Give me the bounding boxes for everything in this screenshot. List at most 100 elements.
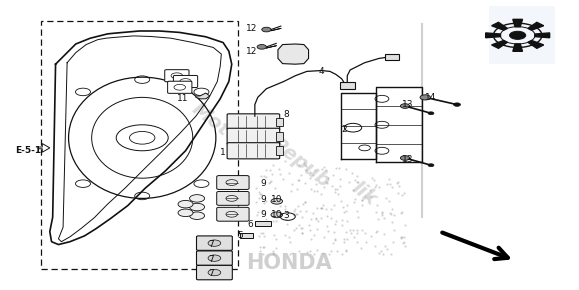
Text: Repub: Repub [268,134,334,191]
Circle shape [257,45,266,49]
Point [395,218,405,222]
Point [288,198,298,203]
Point [375,214,384,218]
Circle shape [262,27,271,32]
Bar [276,132,283,141]
Point [397,178,406,183]
Point [287,244,296,248]
Text: 7: 7 [208,269,214,278]
Point [394,182,404,187]
Point [263,233,272,237]
Point [312,215,321,220]
Point [261,239,270,243]
Circle shape [208,255,221,261]
Circle shape [208,269,221,276]
Bar [385,54,400,60]
Point [281,156,290,160]
Text: 1: 1 [220,148,226,157]
FancyBboxPatch shape [196,251,232,265]
Point [268,213,277,218]
Point [376,196,385,201]
Text: 7: 7 [208,240,214,249]
Point [322,237,331,242]
Point [287,187,296,191]
Circle shape [510,31,526,39]
Point [255,159,265,164]
Point [390,234,399,239]
Point [302,162,312,166]
Text: 9: 9 [261,195,266,204]
Point [270,246,280,251]
Circle shape [401,156,410,160]
Point [256,213,265,218]
Point [383,218,392,222]
Point [291,163,300,167]
Point [271,248,280,253]
Text: 5: 5 [237,231,243,240]
Point [353,213,362,217]
Point [258,242,267,246]
Polygon shape [278,44,309,64]
Point [329,215,339,220]
Text: 10: 10 [271,195,283,204]
Point [356,205,365,210]
Point [257,220,266,225]
FancyBboxPatch shape [165,70,189,82]
Point [360,213,369,217]
Text: 9: 9 [261,210,266,219]
Point [357,175,367,180]
Point [378,191,387,195]
Point [312,190,321,195]
FancyBboxPatch shape [227,114,280,130]
Point [393,184,402,188]
Point [318,167,328,172]
Point [309,240,318,244]
Point [332,235,341,240]
Point [378,191,387,196]
Text: 9: 9 [261,180,266,188]
Point [259,194,269,199]
Point [298,249,307,254]
Point [265,238,274,243]
Point [264,152,273,157]
Point [310,227,319,232]
Point [292,194,302,199]
FancyBboxPatch shape [168,81,192,93]
Point [308,235,317,239]
Point [290,194,299,199]
Point [361,177,370,182]
Point [270,160,280,165]
Point [250,182,259,187]
Polygon shape [486,33,500,38]
Point [299,191,308,195]
Point [295,217,305,222]
Point [372,192,382,197]
Point [351,224,360,229]
Point [300,240,309,244]
Point [372,220,381,224]
Text: 12: 12 [246,47,258,56]
Point [393,196,402,201]
Point [276,220,285,225]
Text: E-5-1: E-5-1 [15,146,41,155]
Bar [276,117,283,126]
Circle shape [428,164,434,167]
Circle shape [189,212,204,220]
Point [257,167,266,172]
Point [395,202,404,206]
Point [349,223,358,228]
Point [309,229,318,234]
Point [381,249,390,253]
Point [349,175,358,180]
FancyBboxPatch shape [196,265,232,280]
FancyBboxPatch shape [217,207,249,221]
Point [374,181,383,186]
FancyBboxPatch shape [196,236,232,250]
Point [338,217,347,221]
Point [361,226,370,230]
Point [302,176,311,181]
Point [280,183,290,188]
Point [313,184,323,188]
Point [351,181,361,186]
Text: 13: 13 [402,100,413,109]
